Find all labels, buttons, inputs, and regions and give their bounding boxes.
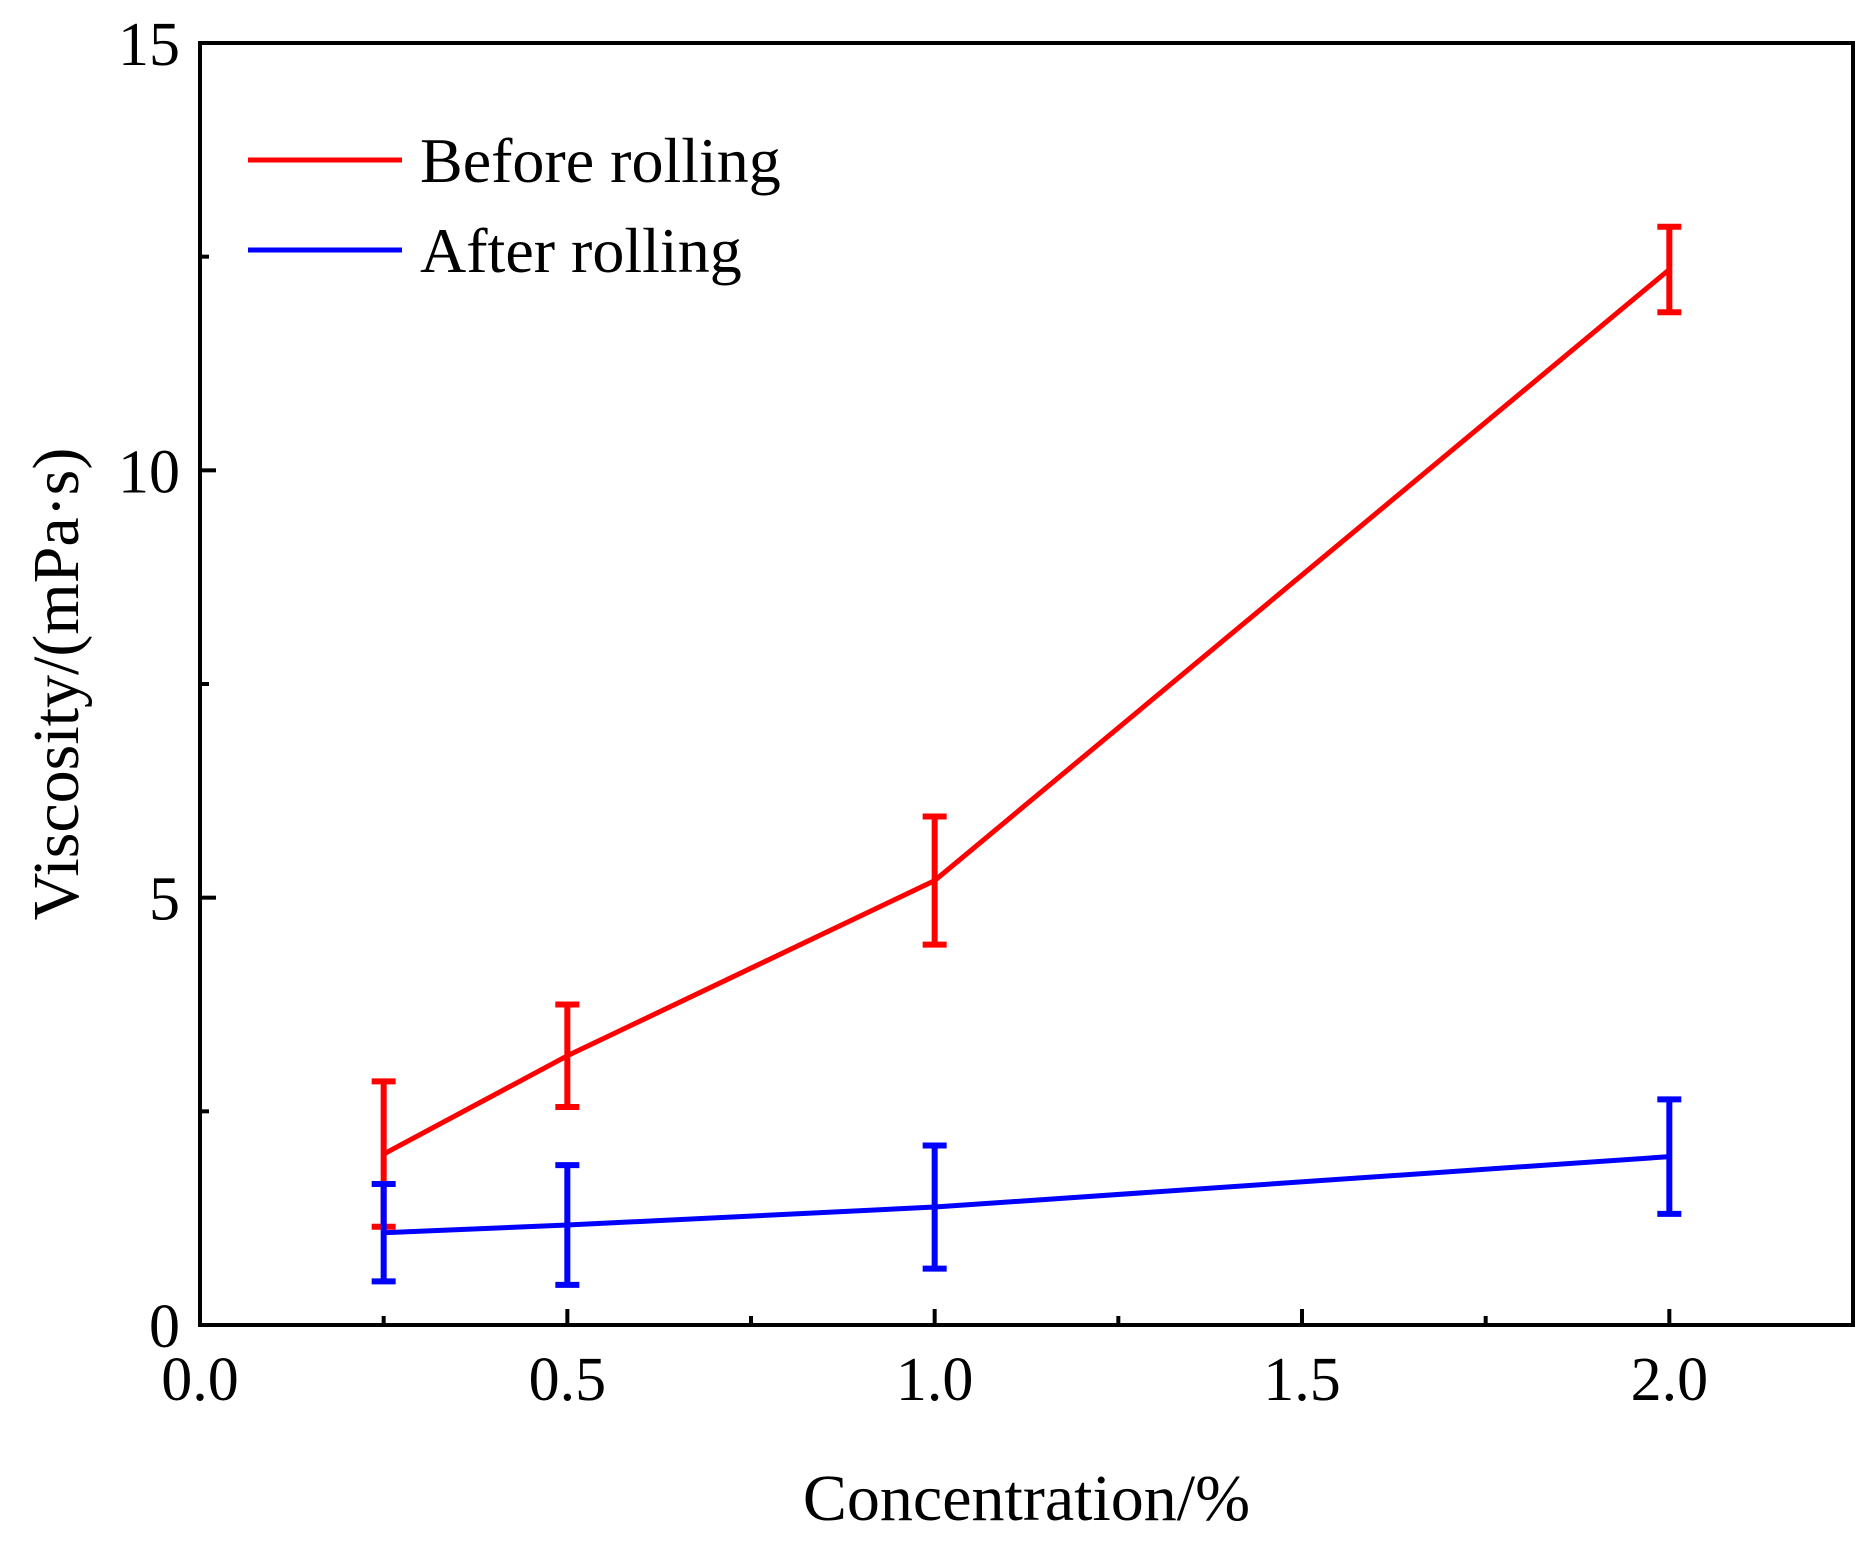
y-axis-title: Viscosity/(mPa·s): [20, 448, 93, 921]
x-tick-label: 0.0: [161, 1346, 239, 1414]
y-tick-label: 5: [149, 866, 180, 934]
y-tick-label: 0: [149, 1293, 180, 1361]
legend-label: Before rolling: [420, 125, 781, 196]
series-1: [371, 1096, 1682, 1288]
x-tick-label: 1.5: [1263, 1346, 1341, 1414]
series-0: [371, 223, 1682, 1230]
legend-label: After rolling: [420, 215, 742, 286]
x-tick-label: 2.0: [1631, 1346, 1709, 1414]
y-tick-label: 15: [118, 11, 180, 79]
x-axis-title: Concentration/%: [803, 1462, 1250, 1535]
y-tick-label: 10: [118, 438, 180, 506]
series-line: [382, 267, 1671, 1157]
series-line: [383, 1154, 1670, 1236]
legend: Before rolling After rolling: [248, 125, 781, 286]
series-layer: [371, 223, 1682, 1288]
x-tick-label: 0.5: [529, 1346, 607, 1414]
x-tick-label: 1.0: [896, 1346, 974, 1414]
tick-layer: 0.0 0.5 1.0 1.5 2.0 0 5 10 15: [118, 11, 1708, 1414]
